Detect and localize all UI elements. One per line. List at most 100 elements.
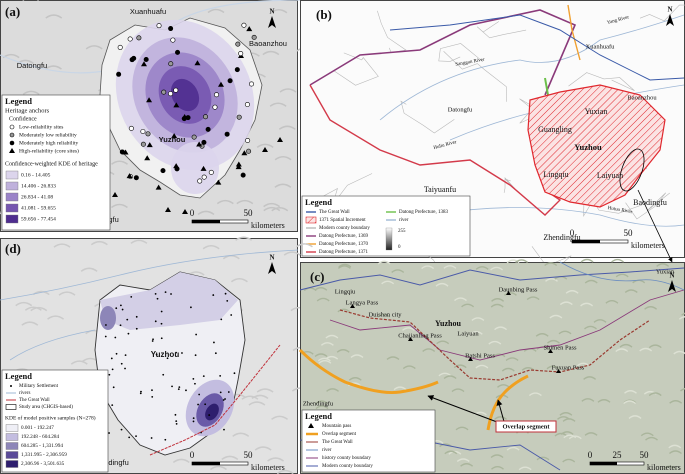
military-settlement: [115, 352, 118, 355]
county-boundary: [438, 43, 484, 62]
military-settlement: [114, 336, 117, 339]
terrain: [232, 432, 250, 437]
legend-swatch: [5, 442, 19, 450]
terrain: [549, 314, 563, 319]
mountain-pass: [408, 337, 413, 341]
legend-item: river: [399, 218, 409, 223]
legend-item: Study area (CHGIS-based): [19, 405, 73, 410]
highlight: [619, 148, 645, 192]
terrain: [315, 400, 329, 405]
military-settlement: [219, 391, 222, 394]
place-name: Xuanhuafu: [586, 43, 616, 50]
legend-item: Military Settlement: [19, 384, 59, 389]
terrain: [443, 265, 457, 269]
terrain: [580, 302, 594, 307]
heritage-site: [112, 192, 118, 197]
terrain: [504, 292, 517, 296]
legend-item: 0.16 - 14.405: [21, 172, 51, 178]
military-settlement: [204, 403, 207, 406]
heritage-site: [241, 22, 247, 28]
terrain: [490, 266, 504, 271]
place-name: Xuanhuafu: [130, 7, 166, 16]
terrain: [605, 300, 619, 304]
legend-symbol: [308, 423, 314, 428]
terrain: [576, 362, 590, 367]
legend-swatch: [5, 433, 19, 441]
military-settlement: [213, 341, 215, 344]
military-settlement: [150, 437, 153, 439]
military-settlement: [195, 333, 198, 336]
terrain: [515, 259, 529, 264]
terrain: [615, 348, 629, 353]
river-name: Yang River: [607, 15, 631, 26]
terrain: [669, 400, 683, 404]
place-name: Guangling: [538, 125, 572, 134]
terrain: [279, 88, 297, 93]
terrain: [492, 353, 506, 358]
military-settlement: [181, 352, 183, 354]
terrain: [248, 401, 266, 406]
legend-item: history county boundary: [322, 456, 371, 461]
terrain: [111, 160, 128, 165]
terrain: [314, 353, 328, 358]
scale-label: 0: [570, 228, 575, 238]
terrain: [668, 444, 682, 449]
heritage-site: [160, 168, 166, 174]
scale-label: 50: [244, 450, 254, 460]
heritage-site: [140, 61, 147, 67]
legend-item: 1,331.995 - 2,306.959: [21, 452, 67, 458]
military-settlement: [135, 435, 137, 438]
heritage-site: [182, 209, 188, 214]
terrain: [30, 306, 48, 312]
legend-box: [301, 409, 436, 473]
heritage-site: [165, 207, 171, 212]
military-settlement: [124, 367, 126, 370]
terrain: [386, 356, 400, 361]
terrain: [648, 344, 662, 349]
military-settlement: [192, 420, 195, 423]
place-name: Chajianling Pass: [398, 332, 442, 339]
heritage-site: [133, 175, 139, 181]
terrain: [315, 405, 329, 410]
heritage-site: [191, 134, 197, 140]
panel-label: (c): [310, 269, 324, 284]
heritage-site: [196, 141, 203, 147]
terrain: [230, 278, 248, 283]
legend-item: 0: [398, 245, 401, 250]
terrain: [402, 327, 415, 331]
legend-item: 14.406 - 26.833: [21, 183, 56, 189]
heritage-site: [200, 165, 207, 171]
scale-bar: [572, 240, 600, 243]
military-settlement: [226, 299, 229, 302]
military-settlement: [108, 373, 111, 376]
terrain: [241, 395, 259, 400]
county-boundary: [568, 72, 635, 92]
military-settlement: [126, 318, 129, 321]
legend-swatch: [5, 192, 19, 202]
legend-swatch: [5, 214, 19, 224]
terrain: [544, 262, 558, 267]
military-settlement: [175, 422, 178, 425]
terrain: [316, 297, 330, 302]
terrain: [619, 343, 633, 348]
military-settlement: [120, 428, 123, 431]
legend-item: 41.081 - 59.655: [21, 205, 56, 211]
heritage-site: [227, 78, 233, 84]
heritage-site: [122, 149, 129, 155]
county-boundary: [625, 192, 670, 220]
scale-unit: kilometers: [647, 463, 681, 472]
military-settlement: [120, 362, 123, 365]
terrain: [453, 364, 467, 369]
spatial-increment-1371: [527, 84, 666, 208]
terrain: [45, 14, 63, 19]
terrain: [381, 280, 395, 285]
terrain: [490, 303, 504, 308]
legend-ramp: [385, 227, 393, 251]
military-settlement: [111, 404, 114, 407]
place-name: Laiyuan: [597, 171, 623, 180]
river: [0, 249, 299, 301]
terrain: [402, 365, 416, 370]
terrain: [58, 291, 76, 296]
heritage-site: [129, 57, 135, 63]
